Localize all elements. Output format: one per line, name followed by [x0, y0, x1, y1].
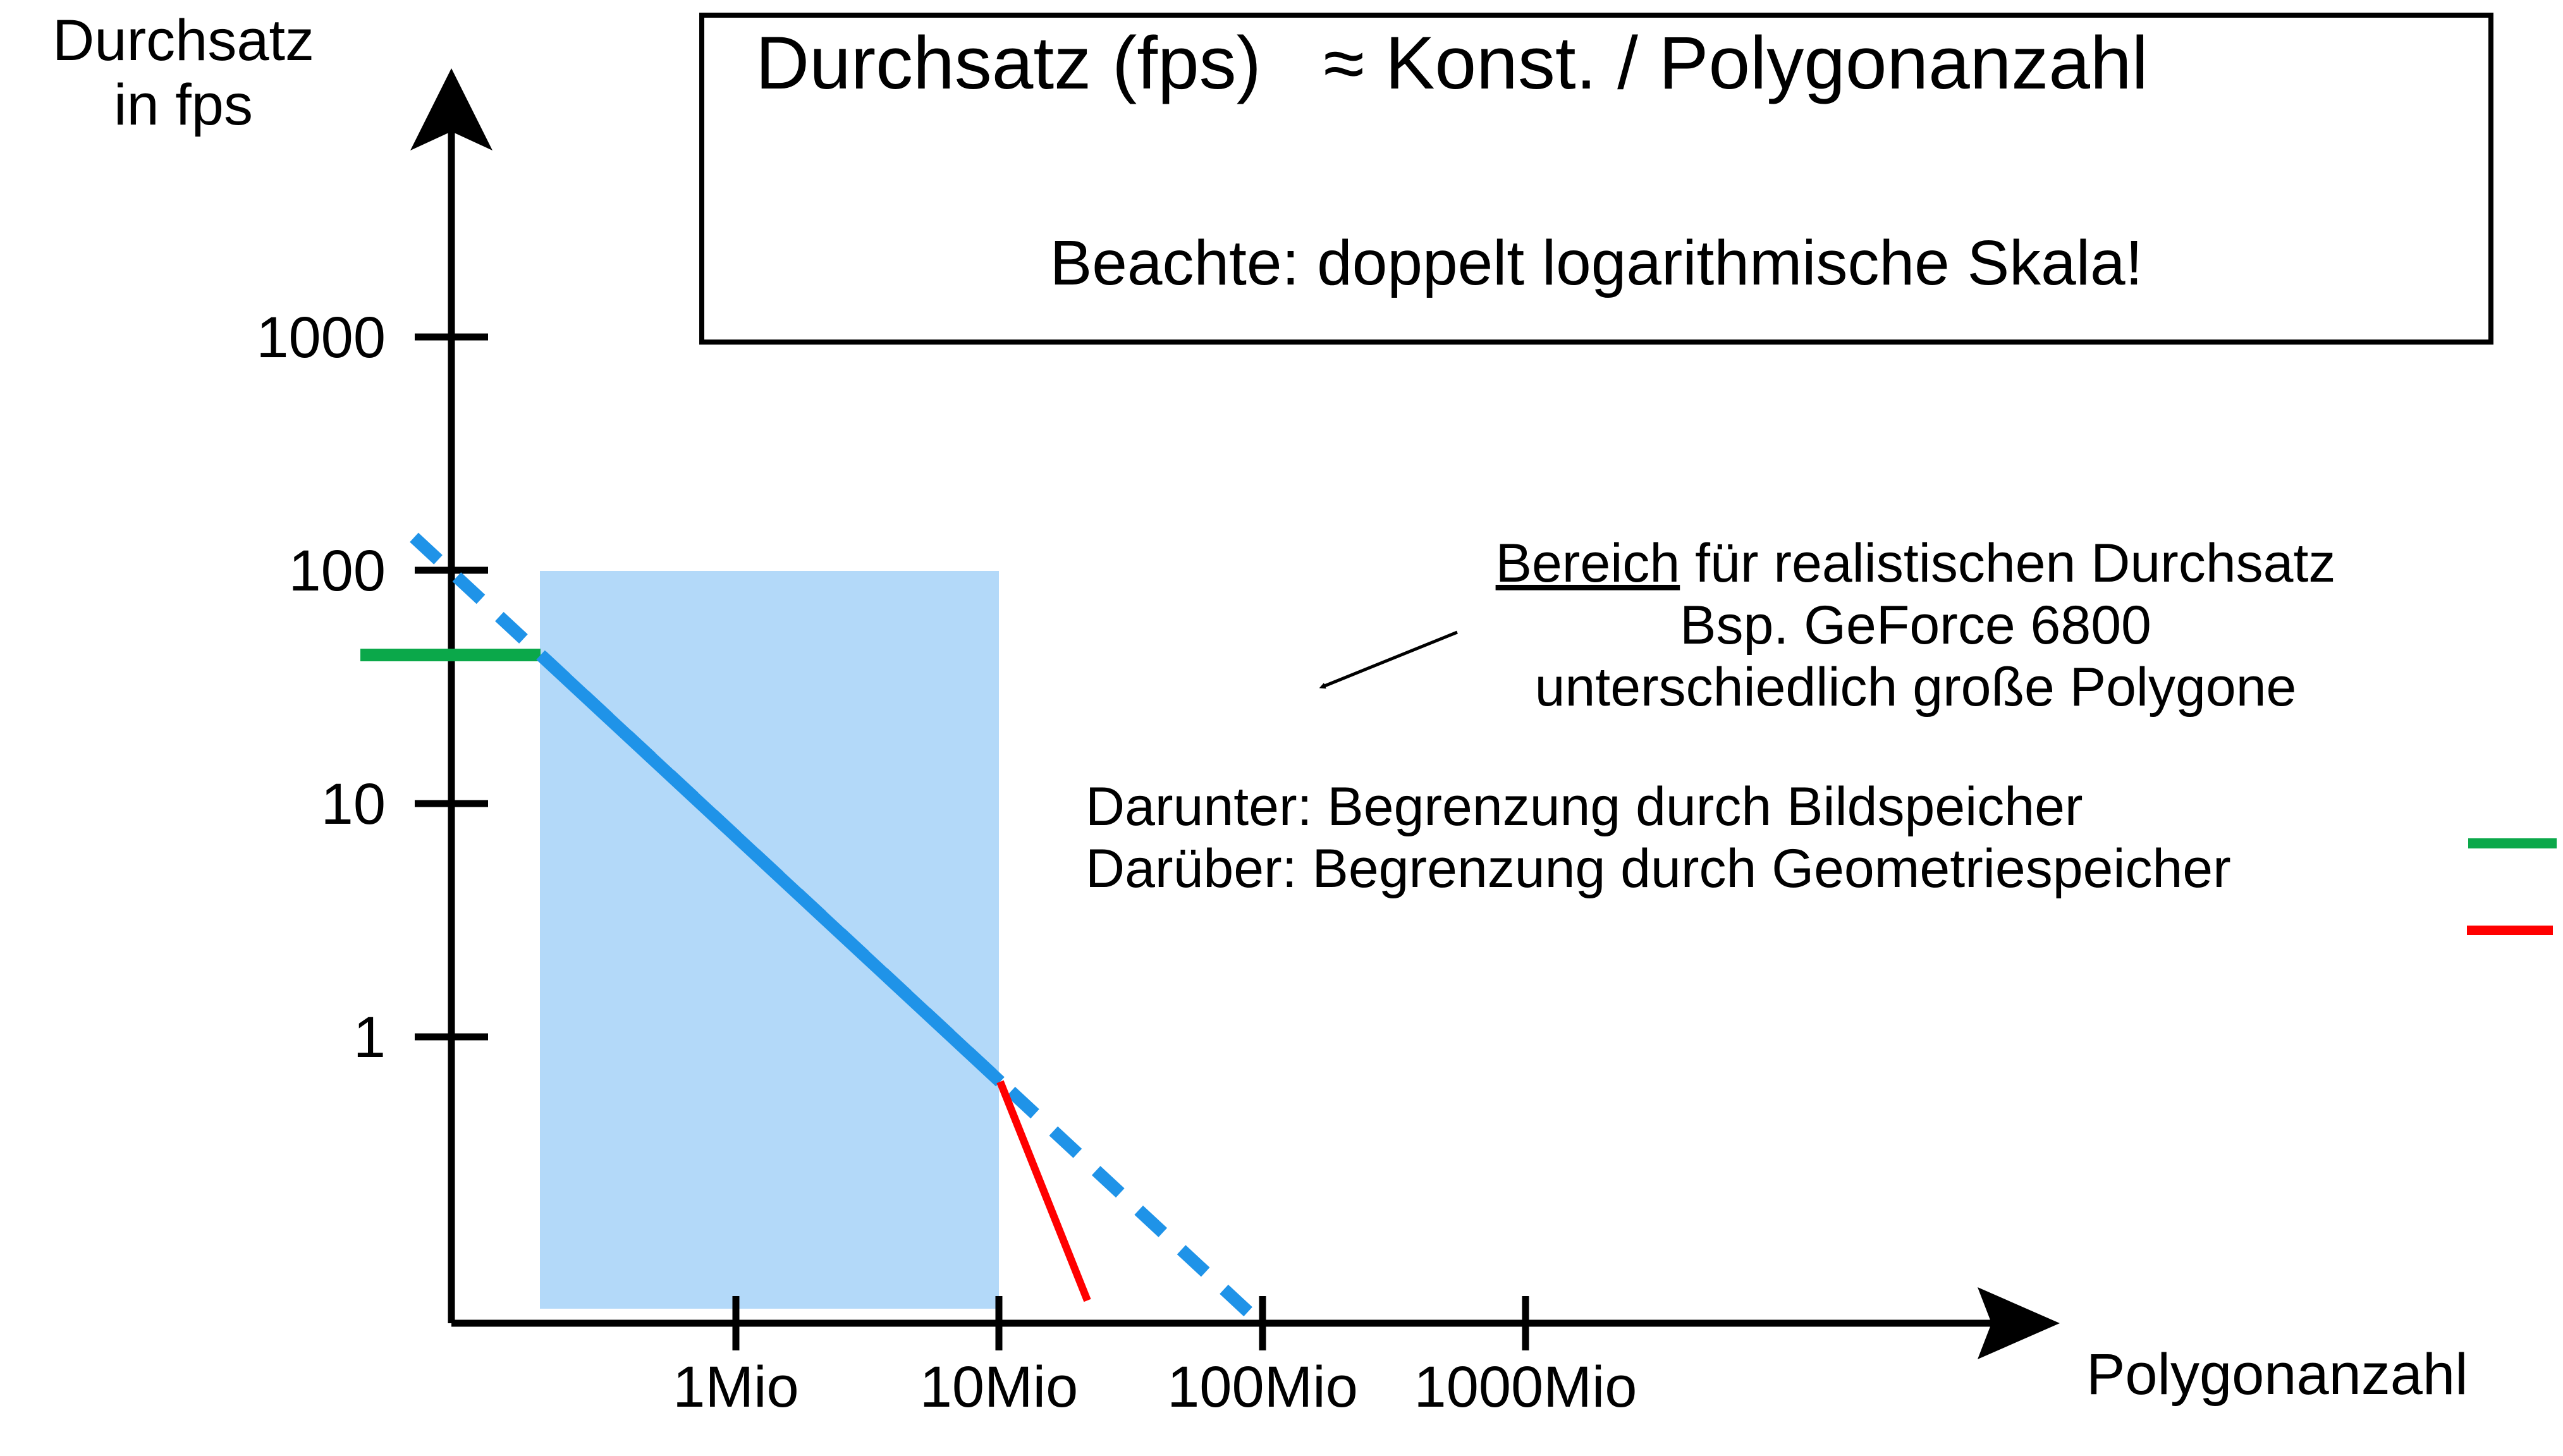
svg-text:Polygonanzahl: Polygonanzahl — [2086, 1342, 2468, 1407]
svg-text:in fps: in fps — [114, 73, 253, 137]
svg-text:Darüber: Begrenzung durch Geom: Darüber: Begrenzung durch Geometriespeic… — [1086, 838, 2231, 899]
svg-text:1: 1 — [353, 1005, 386, 1070]
svg-text:1000: 1000 — [256, 305, 386, 370]
svg-text:Durchsatz: Durchsatz — [52, 8, 314, 73]
svg-text:10Mio: 10Mio — [920, 1355, 1079, 1419]
svg-text:Durchsatz (fps) ≈ Konst. / P: Durchsatz (fps) ≈ Konst. / Polygonanzahl — [755, 21, 2148, 105]
svg-text:Darunter: Begrenzung durch Bil: Darunter: Begrenzung durch Bildspeicher — [1086, 776, 2083, 837]
svg-text:Bereich für realistischen Durc: Bereich für realistischen Durchsatz — [1496, 533, 2336, 594]
svg-text:10: 10 — [321, 772, 386, 836]
svg-text:Beachte: doppelt logarithmisch: Beachte: doppelt logarithmische Skala! — [1050, 228, 2143, 298]
svg-text:1Mio: 1Mio — [673, 1355, 798, 1419]
svg-text:Bsp. GeForce 6800: Bsp. GeForce 6800 — [1680, 595, 2151, 656]
svg-text:unterschiedlich große Polygone: unterschiedlich große Polygone — [1535, 657, 2297, 718]
svg-text:100: 100 — [289, 539, 386, 603]
svg-text:100Mio: 100Mio — [1167, 1355, 1358, 1419]
svg-text:1000Mio: 1000Mio — [1414, 1355, 1637, 1419]
